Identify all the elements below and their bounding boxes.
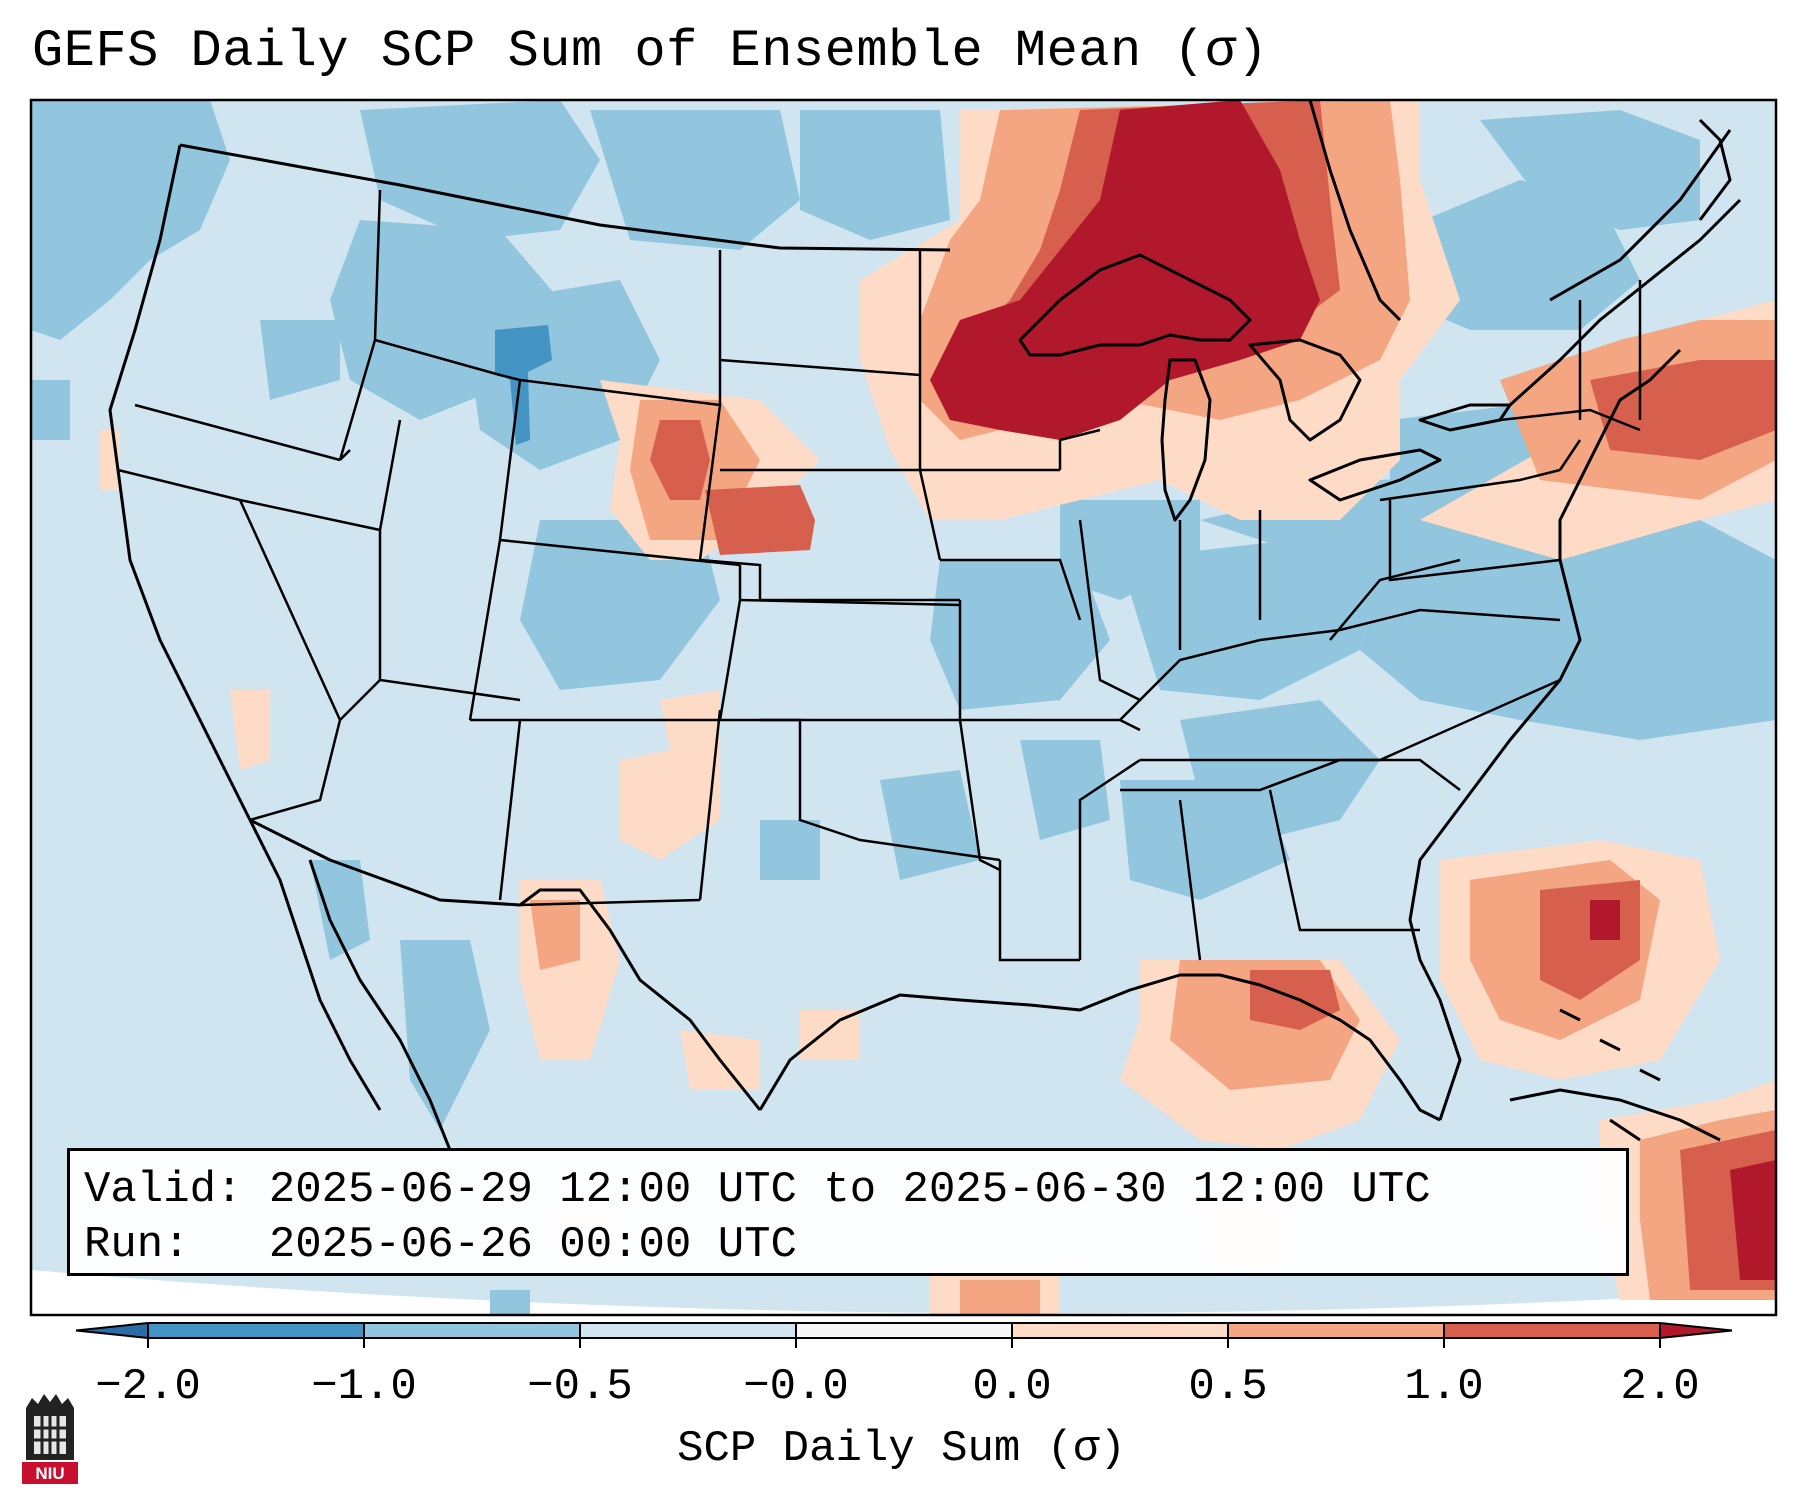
colorbar-bin	[364, 1323, 581, 1338]
colorbar-label: SCP Daily Sum (σ)	[677, 1424, 1126, 1474]
colorbar-extend-low	[76, 1323, 148, 1338]
run-label: Run:	[84, 1220, 190, 1270]
colorbar-tick-label: 1.0	[1404, 1362, 1484, 1412]
valid-label: Valid:	[84, 1165, 243, 1215]
colorbar-tick-label: −1.0	[311, 1362, 417, 1412]
colorbar-extend-high	[1660, 1323, 1732, 1338]
scp-field	[31, 100, 1776, 1315]
map-title: GEFS Daily SCP Sum of Ensemble Mean (σ)	[32, 22, 1269, 81]
colorbar-bin	[580, 1323, 797, 1338]
colorbar-tick-label: −0.5	[527, 1362, 633, 1412]
colorbar-tick-label: −0.0	[743, 1362, 849, 1412]
colorbar-tick-label: −2.0	[95, 1362, 201, 1412]
niu-logo-text: NIU	[35, 1464, 64, 1483]
valid-run-info-box: Valid: 2025-06-29 12:00 UTC to 2025-06-3…	[67, 1148, 1629, 1276]
colorbar-bin	[1444, 1323, 1661, 1338]
colorbar-tick-label: 0.5	[1188, 1362, 1268, 1412]
colorbar-bin	[1228, 1323, 1445, 1338]
colorbar-bin	[1012, 1323, 1229, 1338]
state-lines	[117, 189, 1642, 962]
colorbar-bin	[148, 1323, 365, 1338]
niu-logo: NIU	[22, 1394, 78, 1484]
colorbar-bin	[796, 1323, 1013, 1338]
colorbar-tick-label: 2.0	[1620, 1362, 1700, 1412]
colorbar-segments	[75, 1322, 1733, 1339]
map-frame	[29, 98, 1778, 1317]
strong-negative-patches	[495, 325, 552, 445]
colorbar-tickmarks	[147, 1323, 1661, 1348]
valid-value: 2025-06-29 12:00 UTC to 2025-06-30 12:00…	[268, 1165, 1431, 1215]
positive-extreme-patches	[930, 100, 1776, 1280]
colorbar-tick-label: 0.0	[972, 1362, 1052, 1412]
run-value: 2025-06-26 00:00 UTC	[268, 1220, 797, 1270]
colorbar	[75, 1322, 1733, 1348]
